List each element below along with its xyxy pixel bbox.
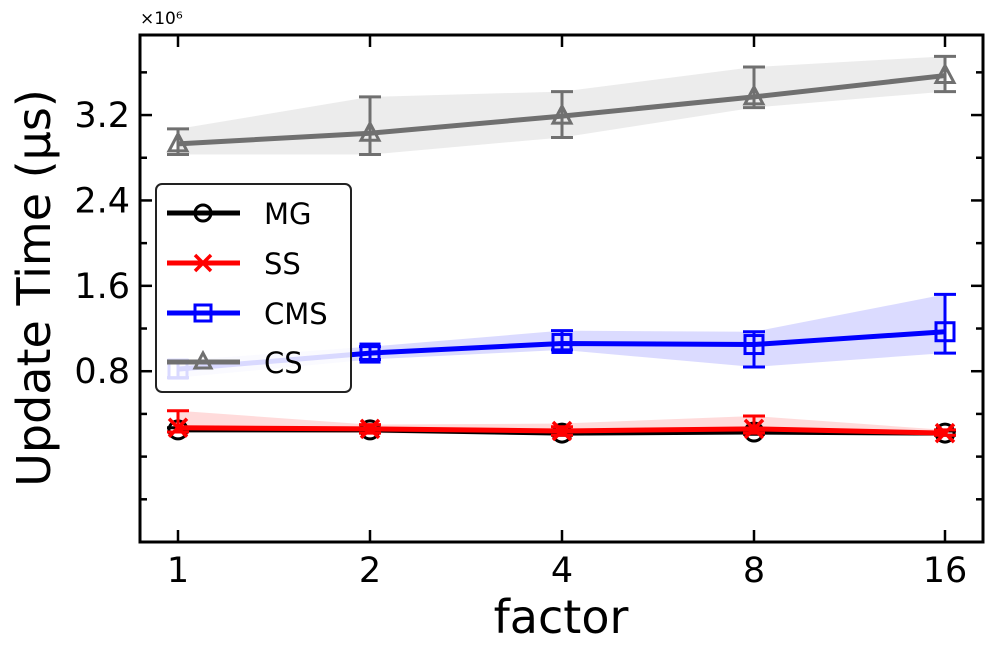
y-multiplier: ×10⁶ bbox=[140, 9, 183, 29]
legend-box bbox=[155, 183, 352, 393]
point-cs-0 bbox=[166, 130, 190, 153]
series-ss bbox=[167, 409, 956, 444]
y-tick-label-0: 0.8 bbox=[74, 352, 130, 392]
point-cs-2 bbox=[550, 102, 574, 125]
line-cs bbox=[177, 73, 946, 147]
point-cs-3 bbox=[742, 83, 766, 106]
point-ss-0 bbox=[167, 417, 189, 439]
point-cms-4 bbox=[934, 321, 956, 343]
point-ss-2 bbox=[551, 420, 573, 442]
y-tick-label-3: 3.2 bbox=[74, 96, 130, 136]
x-tick-label-2: 4 bbox=[551, 551, 573, 591]
legend-marker-cs bbox=[192, 349, 214, 370]
ticks-layer bbox=[140, 35, 983, 542]
x-tick-label-0: 1 bbox=[167, 551, 189, 591]
legend-marker-ss bbox=[193, 253, 213, 273]
point-cs-1 bbox=[358, 119, 382, 142]
y-axis-title: Update Time (μs) bbox=[7, 89, 61, 487]
tick-labels-layer: 1 2 4 8 16 0.8 1.6 2.4 3.2 bbox=[74, 96, 967, 591]
legend-marker-cms bbox=[193, 303, 213, 323]
point-cs-4 bbox=[933, 62, 957, 85]
point-ss-1 bbox=[359, 418, 381, 440]
legend: MG SS CMS CS bbox=[155, 183, 352, 393]
legend-label-cms: CMS bbox=[264, 297, 328, 331]
point-cms-2 bbox=[551, 332, 573, 354]
point-cms-1 bbox=[359, 342, 381, 364]
y-tick-label-1: 1.6 bbox=[74, 267, 130, 307]
point-ss-4 bbox=[934, 422, 956, 444]
x-tick-label-3: 8 bbox=[743, 551, 765, 591]
legend-marker-mg bbox=[193, 203, 213, 223]
y-tick-label-2: 2.4 bbox=[74, 181, 130, 221]
series-layer bbox=[166, 54, 957, 444]
x-axis-title: factor bbox=[494, 590, 629, 644]
x-tick-label-1: 2 bbox=[359, 551, 381, 591]
x-tick-label-4: 16 bbox=[923, 551, 968, 591]
legend-label-cs: CS bbox=[264, 346, 303, 380]
point-cms-3 bbox=[743, 334, 765, 356]
legend-entries: MG SS CMS CS bbox=[167, 197, 328, 380]
legend-label-ss: SS bbox=[264, 247, 301, 281]
legend-label-mg: MG bbox=[264, 197, 312, 231]
point-ss-3 bbox=[743, 418, 765, 440]
series-cs bbox=[166, 54, 957, 157]
